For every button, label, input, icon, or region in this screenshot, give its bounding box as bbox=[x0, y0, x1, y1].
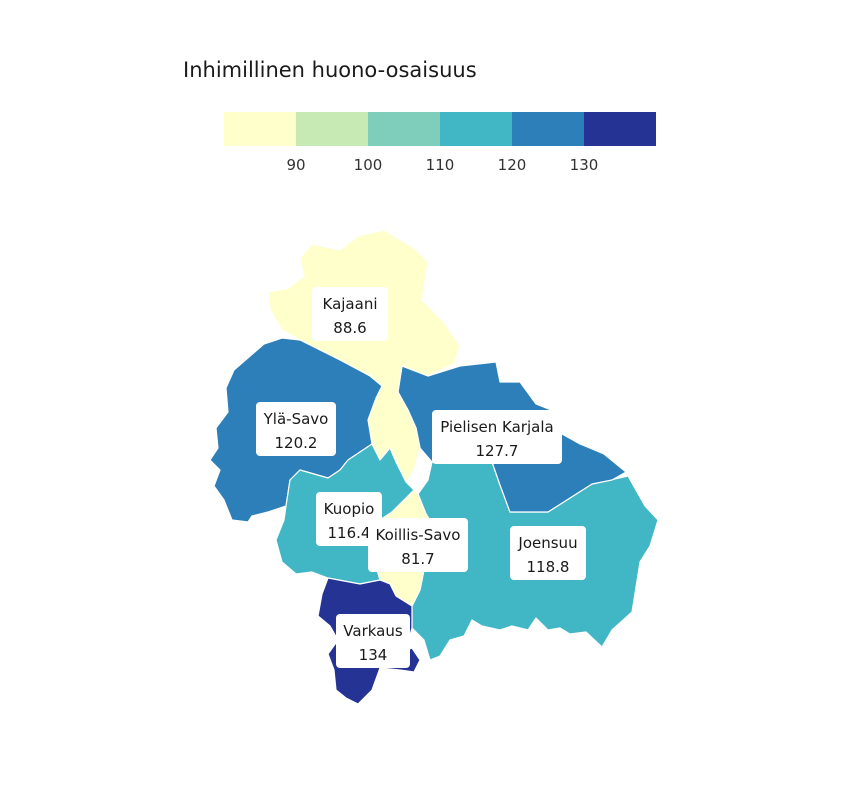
legend-title: Inhimillinen huono-osaisuus bbox=[183, 58, 477, 82]
legend-bin-6 bbox=[584, 112, 656, 146]
label-kajaani: Kajaani 88.6 bbox=[312, 287, 388, 341]
legend-tick-90: 90 bbox=[286, 156, 305, 174]
legend-bin-1 bbox=[224, 112, 296, 146]
legend-tick-120: 120 bbox=[498, 156, 527, 174]
label-yla-savo: Ylä-Savo 120.2 bbox=[256, 402, 336, 456]
map-regions bbox=[209, 229, 659, 705]
label-kuopio-name: Kuopio bbox=[324, 500, 375, 518]
label-varkaus: Varkaus 134 bbox=[336, 614, 410, 668]
legend-bin-3 bbox=[368, 112, 440, 146]
legend-bin-2 bbox=[296, 112, 368, 146]
legend-tick-130: 130 bbox=[570, 156, 599, 174]
legend-bin-5 bbox=[512, 112, 584, 146]
label-pielisen-karjala-name: Pielisen Karjala bbox=[440, 418, 553, 436]
label-pielisen-karjala-value: 127.7 bbox=[476, 442, 519, 460]
label-koillis-savo-value: 81.7 bbox=[401, 550, 434, 568]
label-kuopio: Kuopio 116.4 bbox=[316, 492, 382, 546]
label-pielisen-karjala: Pielisen Karjala 127.7 bbox=[432, 410, 562, 464]
label-joensuu-value: 118.8 bbox=[527, 558, 570, 576]
region-labels: Kajaani 88.6 Ylä-Savo 120.2 Pielisen Kar… bbox=[256, 287, 586, 668]
legend-tick-110: 110 bbox=[426, 156, 455, 174]
label-koillis-savo: Koillis-Savo 81.7 bbox=[368, 518, 468, 572]
label-joensuu-name: Joensuu bbox=[517, 534, 577, 552]
legend-bin-4 bbox=[440, 112, 512, 146]
label-kuopio-value: 116.4 bbox=[328, 524, 371, 542]
label-yla-savo-value: 120.2 bbox=[275, 434, 318, 452]
label-kajaani-name: Kajaani bbox=[323, 295, 378, 313]
legend-tick-100: 100 bbox=[354, 156, 383, 174]
label-varkaus-value: 134 bbox=[359, 646, 388, 664]
label-varkaus-name: Varkaus bbox=[343, 622, 403, 640]
label-joensuu: Joensuu 118.8 bbox=[510, 526, 586, 580]
label-yla-savo-name: Ylä-Savo bbox=[263, 410, 329, 428]
label-koillis-savo-name: Koillis-Savo bbox=[376, 526, 461, 544]
label-kajaani-value: 88.6 bbox=[333, 319, 366, 337]
legend: Inhimillinen huono-osaisuus 90 100 110 1… bbox=[183, 58, 656, 174]
